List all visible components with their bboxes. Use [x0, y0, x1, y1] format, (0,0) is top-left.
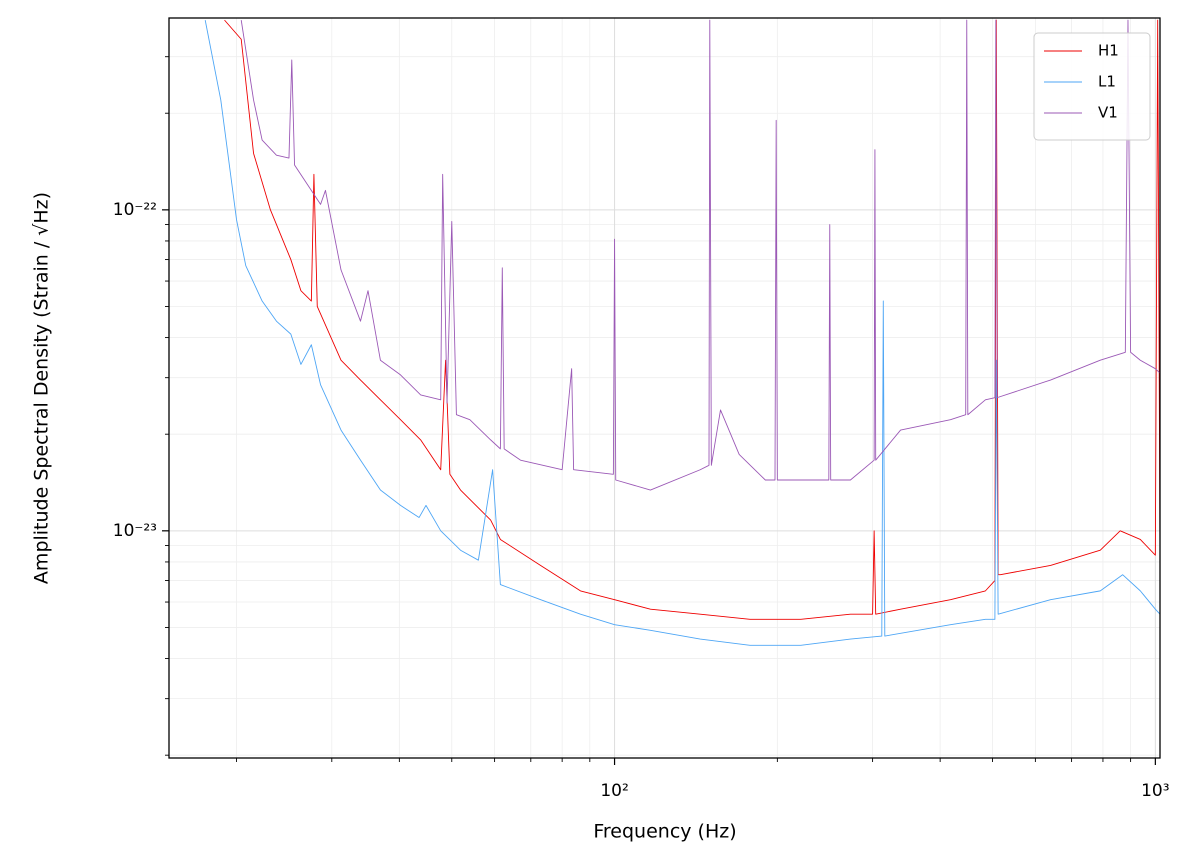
legend-box — [1033, 32, 1151, 141]
y-tick-label: 10⁻²² — [113, 200, 157, 220]
y-axis-label: Amplitude Spectral Density (Strain / √Hz… — [31, 192, 53, 584]
series-line — [240, 19, 1160, 491]
plot-frame — [168, 17, 1161, 759]
legend-label: H1 — [1098, 42, 1119, 60]
x-tick-label: 10² — [600, 781, 628, 801]
x-axis-label: Frequency (Hz) — [593, 821, 736, 843]
y-tick-label: 10⁻²³ — [113, 521, 157, 541]
legend-label: L1 — [1098, 73, 1116, 91]
ticks: 10² 10³ 10⁻²³ 10⁻²² — [113, 56, 1170, 801]
series-line — [224, 19, 1160, 620]
x-tick-label: 10³ — [1141, 781, 1169, 801]
grid — [169, 18, 1160, 758]
series-line — [204, 20, 1160, 646]
lines — [204, 19, 1160, 646]
legend: H1 L1 V1 — [1033, 32, 1151, 141]
legend-label: V1 — [1098, 104, 1118, 122]
